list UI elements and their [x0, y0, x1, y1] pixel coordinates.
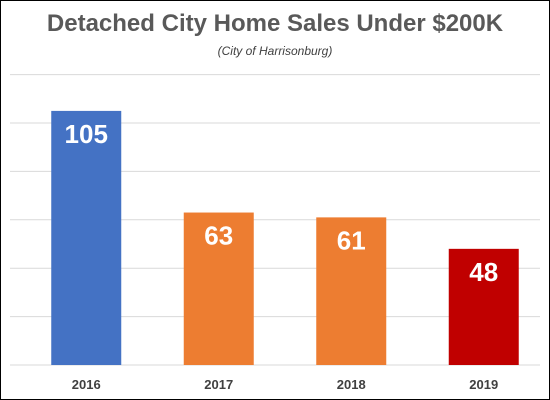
bar-2019 — [448, 248, 519, 365]
x-tick-label-2016: 2016 — [72, 377, 101, 392]
data-label-2016: 105 — [65, 119, 108, 149]
bar-2018 — [316, 217, 387, 365]
bar-2017 — [183, 212, 254, 365]
data-label-2019: 48 — [469, 257, 498, 287]
x-tick-label-2017: 2017 — [204, 377, 233, 392]
data-label-2017: 63 — [204, 221, 233, 251]
x-tick-label-2019: 2019 — [469, 377, 498, 392]
chart-subtitle: (City of Harrisonburg) — [217, 44, 333, 58]
x-tick-label-2018: 2018 — [337, 377, 366, 392]
data-label-2018: 61 — [337, 225, 366, 255]
chart-title: Detached City Home Sales Under $200K — [46, 10, 504, 37]
bar-2016 — [51, 110, 122, 366]
